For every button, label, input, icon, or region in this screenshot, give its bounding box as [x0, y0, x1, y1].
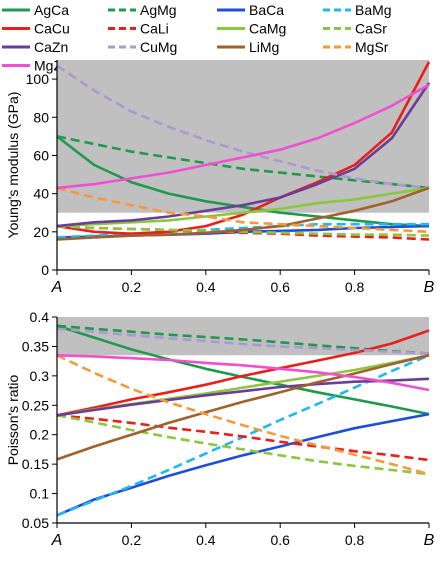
y-axis-label: Young's modulus (GPa): [5, 92, 21, 239]
legend-item-cumg: CuMg: [108, 39, 177, 55]
legend-item-camg: CaMg: [217, 21, 286, 37]
x-tick-label: 0.8: [345, 532, 365, 548]
y-tick-label: 0.15: [22, 456, 49, 472]
poissons-ratio-chart: 0.05 0.1 0.15 0.2 0.25 0.3 0.35 0.4 A 0.2 0.4 0.6 0.…: [5, 309, 435, 549]
legend-label-casr: CaSr: [355, 21, 387, 37]
x-tick-label: B: [424, 279, 435, 296]
legend-label-cumg: CuMg: [140, 39, 177, 55]
y-tick-label: 0.2: [30, 427, 50, 443]
youngs-modulus-chart: 0 20 40 60 80 100 A 0.2 0.4 0.6 0.8 B Young's modulu…: [5, 60, 435, 296]
y-tick-label: 20: [33, 224, 49, 240]
x-tick-label: 0.6: [270, 532, 290, 548]
legend-label-agca: AgCa: [34, 2, 69, 18]
y-axis-label: Poisson's ratio: [5, 374, 21, 465]
series-mgzn: [56, 354, 430, 392]
legend-item-limg: LiMg: [217, 39, 279, 55]
y-tick-label: 0.35: [22, 338, 49, 354]
legend-item-cazn: CaZn: [2, 39, 68, 55]
y-tick-label: 0.3: [30, 368, 50, 384]
legend-item-cacu: CaCu: [2, 21, 70, 37]
legend-item-agca: AgCa: [2, 2, 69, 18]
series-limg: [56, 354, 430, 461]
y-tick-label: 0.25: [22, 397, 49, 413]
series-baca: [56, 412, 430, 517]
legend-label-cali: CaLi: [140, 21, 169, 37]
series-casr: [56, 224, 430, 237]
series-mgsr: [56, 186, 430, 234]
y-tick-label: 40: [33, 186, 49, 202]
x-tick-label: 0.2: [122, 532, 142, 548]
series-agca: [56, 135, 430, 228]
series-limg: [56, 186, 430, 241]
series-cali: [56, 414, 430, 462]
legend-label-agmg: AgMg: [140, 2, 177, 18]
series-casr: [56, 414, 430, 476]
legend-label-cazn: CaZn: [34, 39, 68, 55]
x-tick-label: A: [51, 279, 63, 296]
legend-label-limg: LiMg: [249, 39, 279, 55]
legend-item-bamg: BaMg: [323, 2, 392, 18]
series-cacu: [56, 61, 431, 235]
x-tick-label: 0.6: [270, 279, 290, 295]
series-camg: [56, 186, 430, 228]
x-tick-label: 0.4: [196, 279, 216, 295]
y-tick-label: 0.4: [30, 309, 50, 325]
x-tick-label: 0.4: [196, 532, 216, 548]
legend-label-cacu: CaCu: [34, 21, 70, 37]
x-tick-label: 0.2: [122, 279, 142, 295]
legend-label-baca: BaCa: [249, 2, 284, 18]
y-tick-label: 60: [33, 147, 49, 163]
y-tick-label: 0: [41, 262, 49, 278]
legend-item-casr: CaSr: [323, 21, 387, 37]
y-tick-label: 100: [26, 71, 50, 87]
legend-item-cali: CaLi: [108, 21, 169, 37]
series-mgzn: [56, 83, 430, 190]
legend-label-mgsr: MgSr: [355, 39, 389, 55]
series-agmg: [56, 135, 430, 190]
series-mgsr: [56, 354, 430, 476]
legend-item-agmg: AgMg: [108, 2, 177, 18]
x-tick-label: A: [51, 532, 63, 549]
shaded-band: [57, 60, 429, 213]
legend-item-mgsr: MgSr: [323, 39, 389, 55]
y-tick-label: 0.1: [30, 486, 50, 502]
series-cazn: [56, 377, 430, 417]
legend: AgCa AgMg BaCa BaMg CaCu CaLi CaMg CaSr CaZn CuMg…: [2, 2, 392, 74]
series-cumg: [56, 327, 430, 355]
y-tick-label: 0.05: [22, 515, 49, 531]
series-cazn: [56, 82, 431, 228]
x-tick-label: B: [424, 532, 435, 549]
series-cumg: [56, 64, 430, 190]
legend-label-bamg: BaMg: [355, 2, 392, 18]
legend-label-camg: CaMg: [249, 21, 286, 37]
x-tick-label: 0.8: [345, 279, 365, 295]
legend-item-baca: BaCa: [217, 2, 284, 18]
y-tick-label: 80: [33, 109, 49, 125]
